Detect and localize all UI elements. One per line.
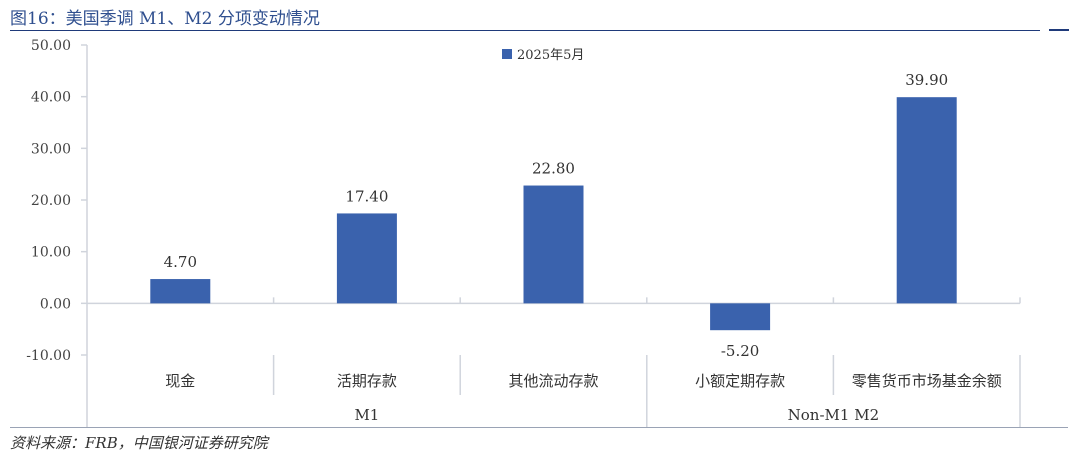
x-category-label: 活期存款 — [337, 372, 397, 390]
bar — [896, 97, 957, 304]
bar — [336, 213, 397, 304]
legend-label: 2025年5月 — [517, 48, 584, 63]
x-category-label: 现金 — [165, 372, 195, 390]
y-tick-label: 20.00 — [31, 193, 71, 209]
bar — [710, 303, 771, 331]
data-label: 39.90 — [905, 71, 948, 89]
title-accent — [1049, 29, 1069, 31]
y-tick-label: 50.00 — [31, 38, 71, 54]
title-rule — [10, 30, 1040, 31]
y-tick-label: 0.00 — [40, 296, 71, 312]
x-category-label: 零售货币市场基金余额 — [852, 372, 1002, 390]
y-tick-label: -10.00 — [26, 348, 71, 364]
data-label: 17.40 — [345, 187, 388, 205]
data-label: -5.20 — [721, 342, 759, 360]
x-category-label: 其他流动存款 — [508, 372, 598, 390]
y-tick-label: 10.00 — [31, 245, 71, 261]
data-label: 4.70 — [164, 253, 197, 271]
y-tick-label: 40.00 — [31, 90, 71, 106]
bottom-rule — [10, 427, 1068, 428]
bar — [523, 185, 584, 304]
y-tick-label: 30.00 — [31, 141, 71, 157]
x-group-label: Non-M1 M2 — [788, 406, 879, 424]
figure-title: 图16：美国季调 M1、M2 分项变动情况 — [10, 9, 320, 29]
x-category-label: 小额定期存款 — [695, 372, 785, 390]
bar — [150, 279, 211, 304]
x-group-label: M1 — [354, 406, 379, 424]
data-label: 22.80 — [532, 160, 575, 178]
legend-swatch — [502, 49, 512, 59]
source-note: 资料来源：FRB，中国银河证券研究院 — [10, 434, 268, 452]
